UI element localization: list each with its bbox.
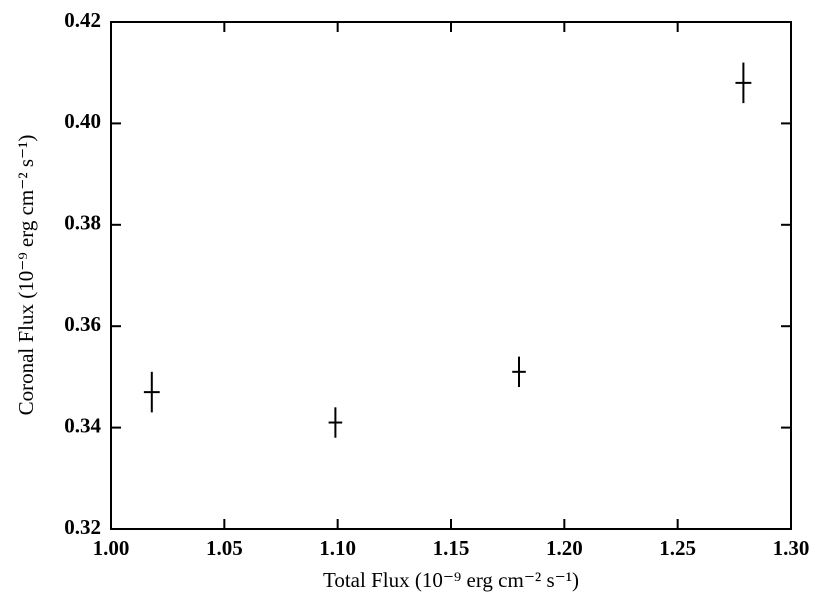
- y-tick-label: 0.36: [64, 312, 101, 336]
- y-tick-label: 0.32: [64, 515, 101, 539]
- x-tick-label: 1.25: [659, 536, 696, 560]
- y-tick-label: 0.34: [64, 413, 101, 437]
- x-tick-label: 1.15: [433, 536, 470, 560]
- y-tick-label: 0.40: [64, 109, 101, 133]
- y-tick-label: 0.38: [64, 211, 101, 235]
- x-tick-label: 1.30: [773, 536, 810, 560]
- x-tick-label: 1.05: [206, 536, 243, 560]
- x-tick-label: 1.20: [546, 536, 583, 560]
- x-tick-label: 1.10: [319, 536, 356, 560]
- y-axis-label: Coronal Flux (10⁻⁹ erg cm⁻² s⁻¹): [14, 135, 38, 416]
- plot-frame: [110, 21, 792, 530]
- x-axis-label: Total Flux (10⁻⁹ erg cm⁻² s⁻¹): [323, 568, 579, 592]
- x-tick-label: 1.00: [93, 536, 130, 560]
- y-tick-label: 0.42: [64, 8, 101, 32]
